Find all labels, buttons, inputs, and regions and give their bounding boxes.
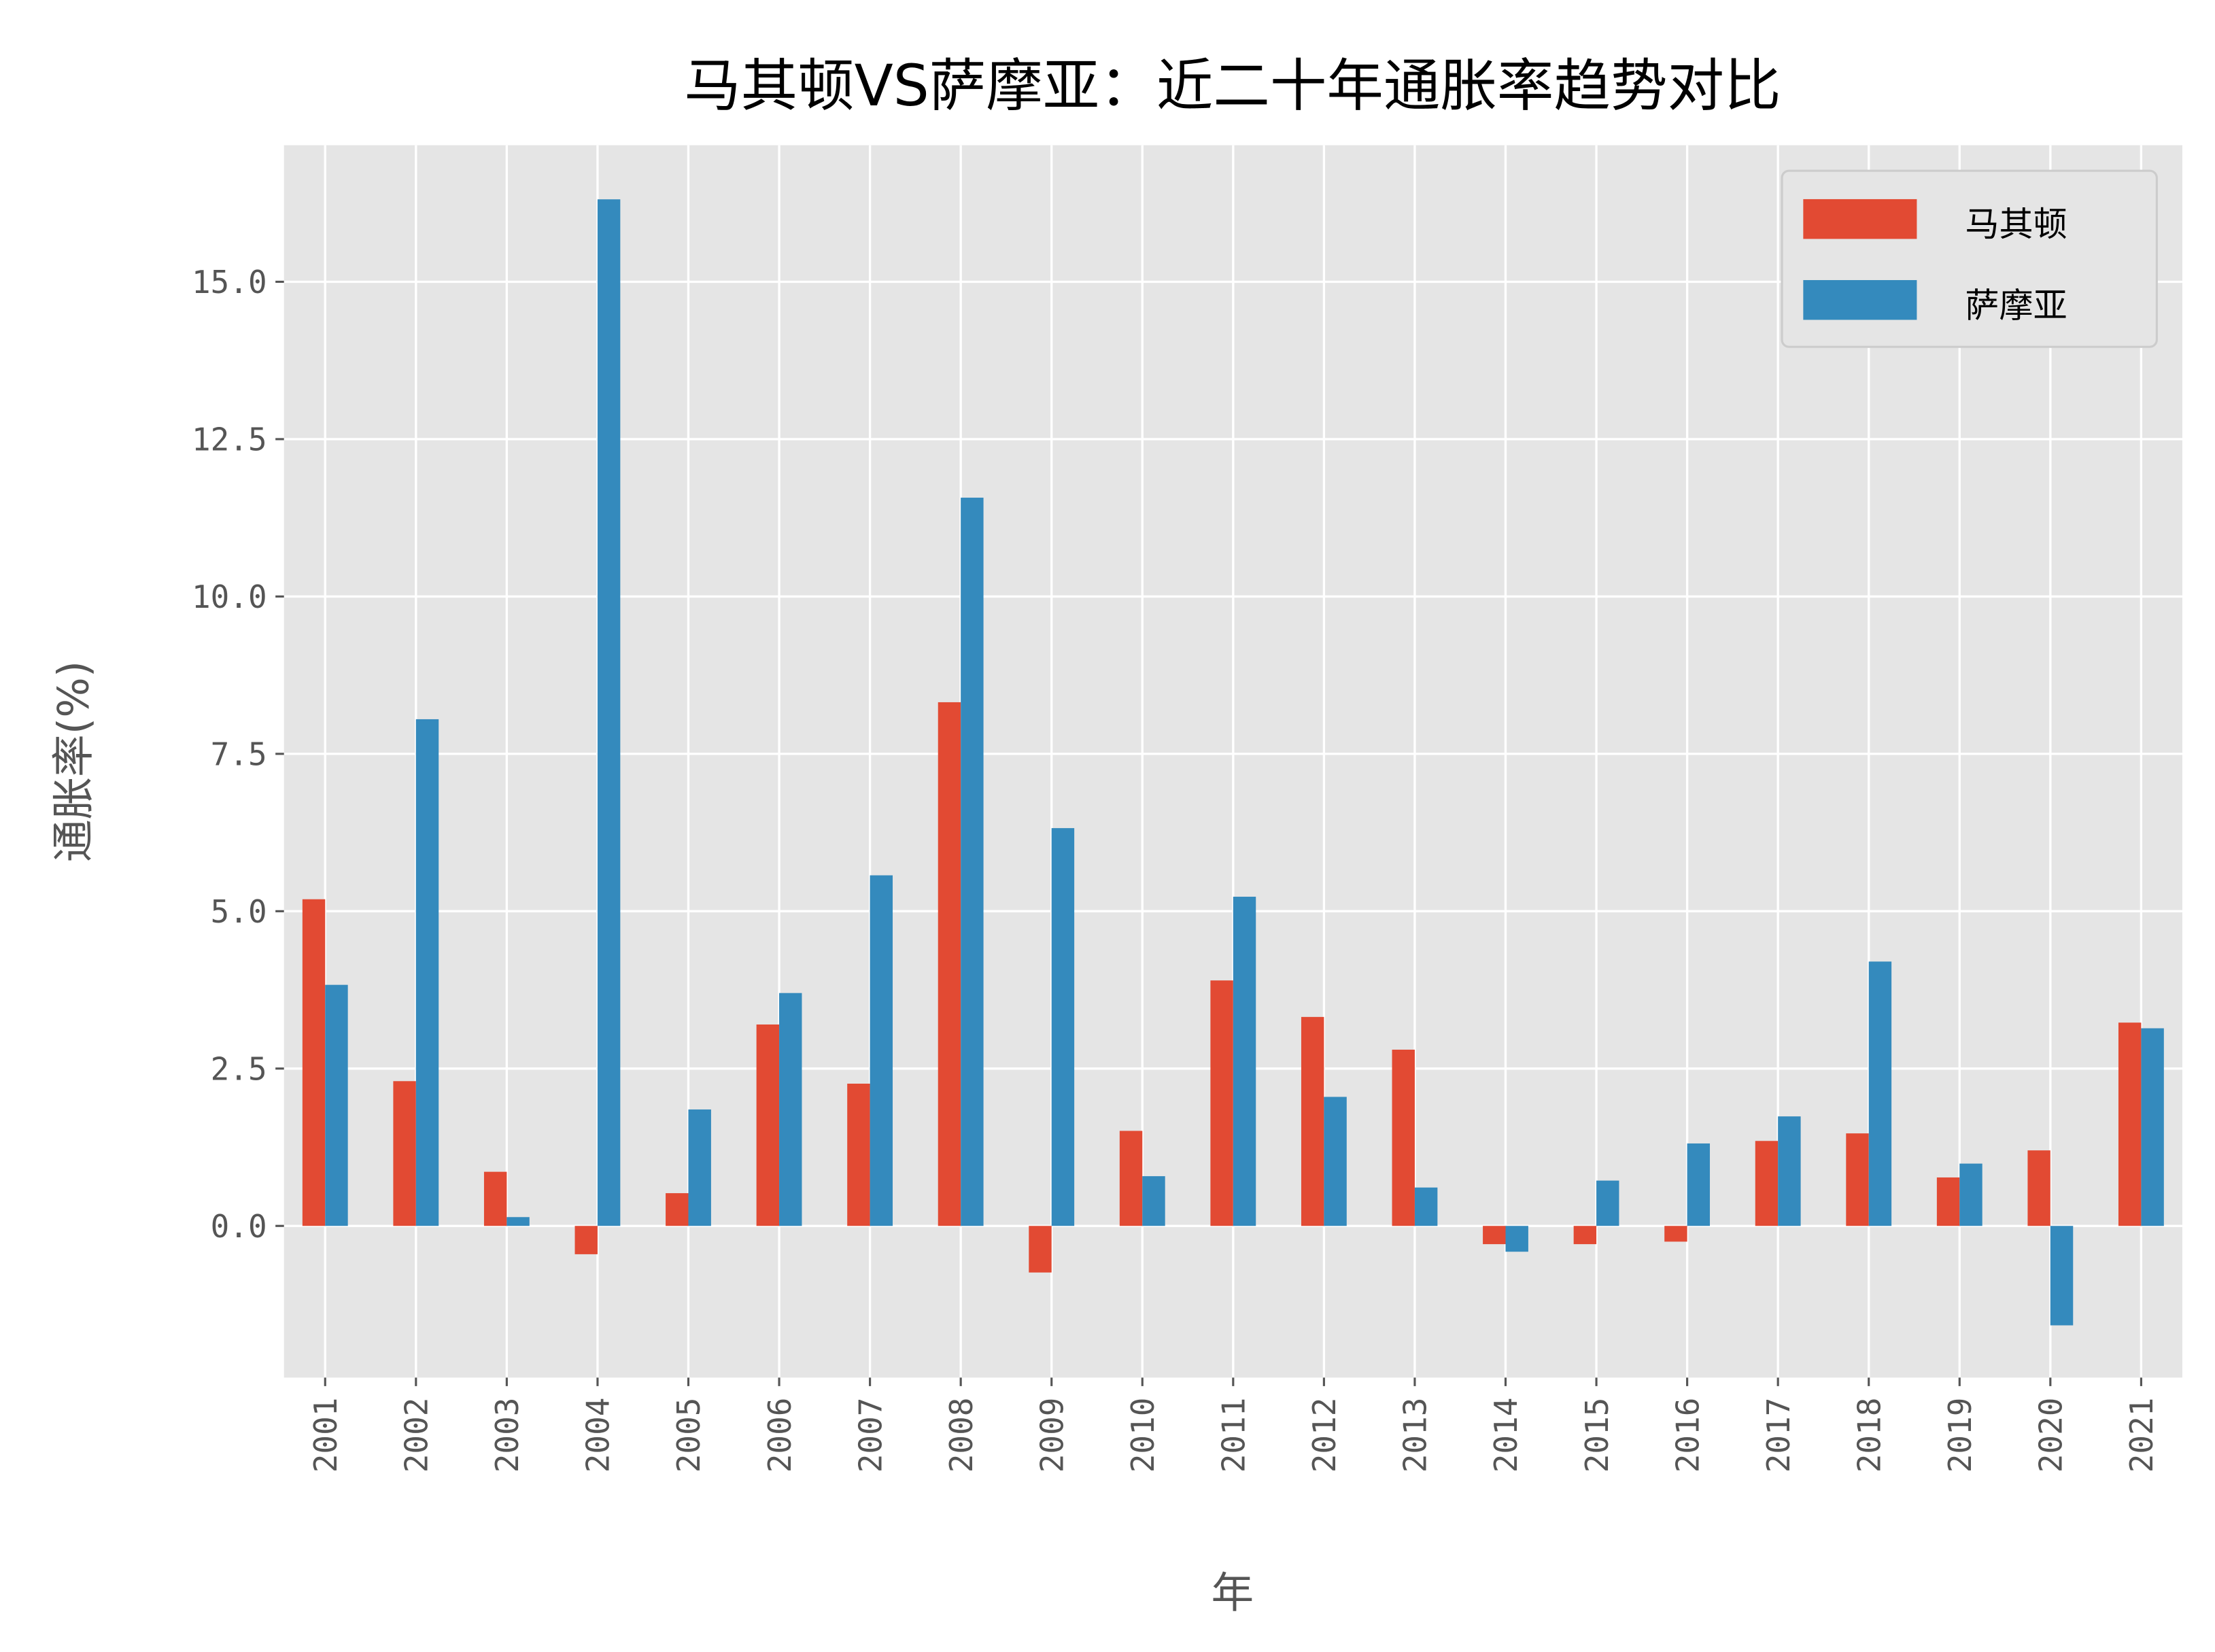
x-tick-label: 2019	[1942, 1398, 1978, 1473]
bar-samoa-2005	[688, 1109, 711, 1226]
bar-samoa-2018	[1868, 961, 1892, 1226]
legend-swatch-samoa	[1803, 279, 1917, 320]
x-tick-label: 2006	[761, 1398, 798, 1473]
bar-macedonia-2010	[1119, 1131, 1143, 1226]
x-tick-label: 2011	[1216, 1398, 1252, 1473]
chart-title: 马其顿VS萨摩亚：近二十年通胀率趋势对比	[684, 52, 1781, 119]
bar-macedonia-2018	[1846, 1133, 1869, 1226]
x-tick-label: 2021	[2123, 1398, 2160, 1473]
bar-samoa-2020	[2050, 1226, 2074, 1326]
y-tick-label: 7.5	[211, 736, 267, 773]
x-tick-label: 2002	[398, 1398, 435, 1473]
legend-swatch-macedonia	[1803, 199, 1917, 239]
bar-samoa-2003	[506, 1217, 530, 1226]
bar-samoa-2013	[1414, 1187, 1438, 1226]
x-tick-label: 2004	[580, 1398, 617, 1473]
bar-samoa-2002	[415, 719, 439, 1226]
x-axis-label: 年	[1211, 1568, 1254, 1618]
x-tick-label: 2016	[1669, 1398, 1706, 1473]
y-axis-label: 通胀率(%)	[48, 661, 98, 862]
bar-macedonia-2020	[2027, 1150, 2050, 1226]
y-tick-label: 5.0	[211, 893, 267, 930]
bar-samoa-2021	[2141, 1028, 2164, 1226]
bar-macedonia-2002	[393, 1081, 416, 1226]
y-tick-label: 0.0	[211, 1208, 267, 1245]
x-axis: 2001 2002 2003 2004 2005 2006 2007 2008 2009 2010…	[307, 1377, 2160, 1473]
bar-samoa-2008	[961, 498, 984, 1226]
x-tick-label: 2014	[1488, 1398, 1524, 1473]
bar-macedonia-2014	[1483, 1226, 1506, 1245]
x-tick-label: 2010	[1124, 1398, 1161, 1473]
bar-samoa-2015	[1596, 1180, 1619, 1226]
y-tick-label: 12.5	[192, 421, 267, 458]
bar-samoa-2004	[597, 199, 621, 1226]
bar-macedonia-2007	[847, 1084, 870, 1226]
bar-samoa-2011	[1233, 897, 1256, 1226]
bar-samoa-2010	[1142, 1176, 1165, 1226]
y-tick-label: 10.0	[192, 579, 267, 615]
bar-macedonia-2006	[756, 1024, 780, 1226]
bar-macedonia-2005	[666, 1193, 689, 1226]
bar-samoa-2001	[325, 984, 348, 1226]
bar-macedonia-2012	[1301, 1016, 1324, 1226]
bar-macedonia-2021	[2118, 1022, 2142, 1226]
legend-label-samoa: 萨摩亚	[1965, 285, 2067, 325]
bar-macedonia-2019	[1936, 1177, 1960, 1226]
x-tick-label: 2013	[1397, 1398, 1434, 1473]
bar-samoa-2007	[870, 875, 893, 1226]
legend-label-macedonia: 马其顿	[1965, 204, 2067, 244]
bar-samoa-2016	[1687, 1143, 1711, 1226]
bar-samoa-2009	[1051, 828, 1075, 1226]
bar-macedonia-2009	[1029, 1226, 1052, 1273]
y-tick-label: 15.0	[192, 264, 267, 300]
bar-samoa-2019	[1959, 1163, 1982, 1226]
bar-macedonia-2017	[1755, 1141, 1779, 1226]
bar-samoa-2017	[1778, 1116, 1801, 1226]
bar-macedonia-2016	[1664, 1226, 1687, 1242]
x-tick-label: 2007	[852, 1398, 889, 1473]
x-tick-label: 2017	[1760, 1398, 1797, 1473]
x-tick-label: 2003	[489, 1398, 526, 1473]
bars	[302, 199, 2164, 1326]
y-tick-label: 2.5	[211, 1050, 267, 1087]
y-axis: 0.0 2.5 5.0 7.5 10.0 12.5 15.0	[192, 264, 284, 1245]
x-tick-label: 2005	[670, 1398, 707, 1473]
x-tick-label: 2015	[1579, 1398, 1615, 1473]
bar-samoa-2014	[1505, 1226, 1528, 1252]
x-tick-label: 2018	[1851, 1398, 1887, 1473]
bar-samoa-2012	[1324, 1097, 1347, 1226]
bar-macedonia-2001	[302, 899, 326, 1226]
bar-macedonia-2003	[483, 1171, 507, 1226]
x-tick-label: 2009	[1033, 1398, 1070, 1473]
bar-macedonia-2008	[938, 702, 961, 1226]
bar-macedonia-2011	[1210, 980, 1233, 1226]
x-tick-label: 2001	[307, 1398, 344, 1473]
bar-macedonia-2015	[1573, 1226, 1597, 1245]
bar-samoa-2006	[779, 993, 802, 1226]
bar-macedonia-2004	[574, 1226, 598, 1254]
bar-macedonia-2013	[1392, 1050, 1415, 1226]
legend: 马其顿 萨摩亚	[1781, 169, 2158, 348]
x-tick-label: 2020	[2033, 1398, 2070, 1473]
x-tick-label: 2012	[1306, 1398, 1343, 1473]
x-tick-label: 2008	[943, 1398, 980, 1473]
